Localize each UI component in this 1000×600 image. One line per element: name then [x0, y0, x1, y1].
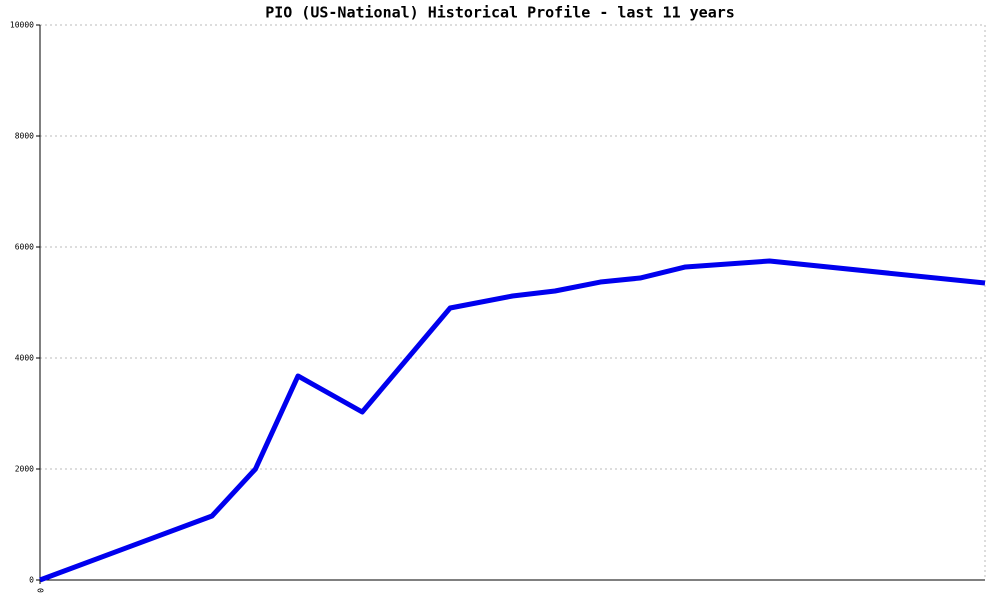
y-tick-label: 0	[29, 576, 34, 585]
line	[39, 258, 986, 583]
y-tick-label: 4000	[15, 354, 34, 363]
y-tick-label: 10000	[10, 21, 34, 30]
x-tick-label: 0	[36, 588, 45, 593]
y-tick-label: 2000	[15, 465, 34, 474]
y-tick-label: 8000	[15, 132, 34, 141]
chart-title: PIO (US-National) Historical Profile - l…	[265, 4, 735, 22]
y-tick-label: 6000	[15, 243, 34, 252]
